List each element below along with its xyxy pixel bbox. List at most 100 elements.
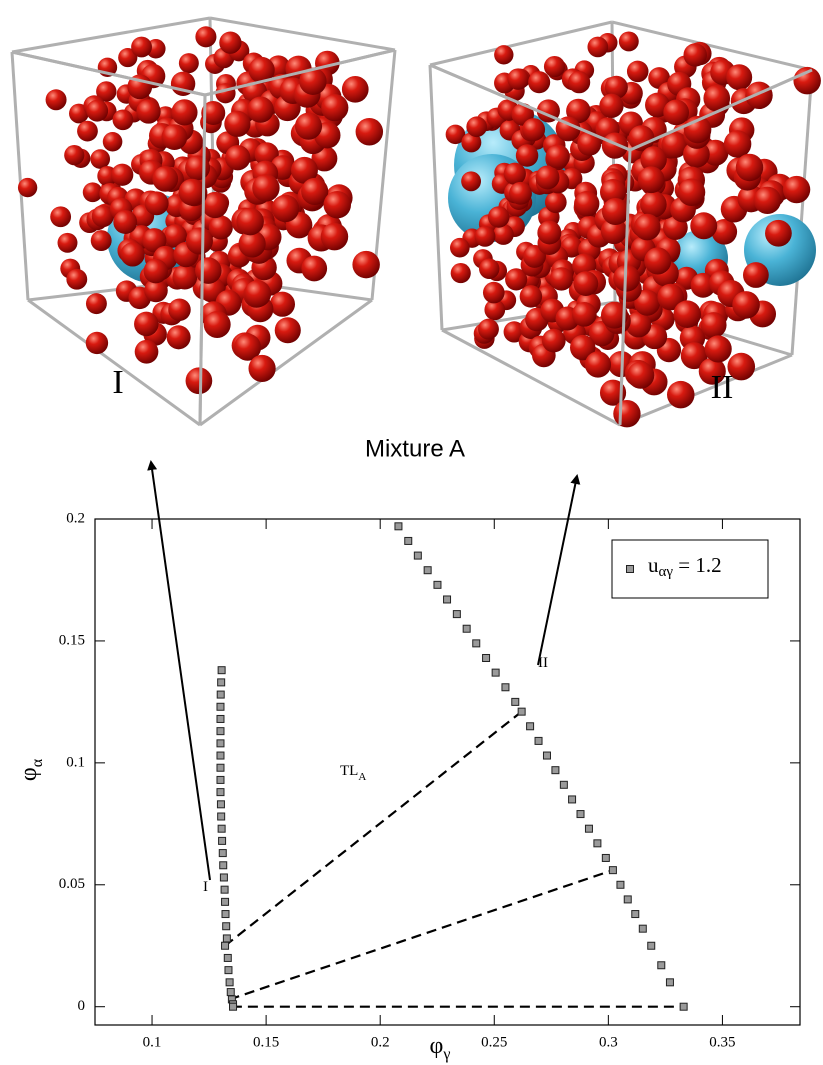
tie-line xyxy=(229,869,614,1001)
small-sphere xyxy=(577,131,602,156)
cube-edge xyxy=(441,328,621,427)
y-axis-label-main: φ xyxy=(16,767,42,781)
small-sphere xyxy=(640,191,667,218)
legend-box xyxy=(611,539,769,599)
small-sphere xyxy=(535,165,560,190)
small-sphere xyxy=(142,228,167,253)
marker xyxy=(225,978,234,987)
small-sphere xyxy=(234,333,262,361)
x-tick-label: 0.35 xyxy=(709,1034,735,1050)
small-sphere xyxy=(352,250,380,279)
small-sphere xyxy=(599,178,627,206)
marker xyxy=(216,739,225,748)
cube-edge xyxy=(11,50,206,97)
small-sphere xyxy=(735,153,764,182)
marker xyxy=(221,897,230,906)
small-sphere xyxy=(667,380,695,409)
small-sphere xyxy=(143,258,168,284)
small-sphere xyxy=(166,325,191,350)
marker xyxy=(218,849,227,858)
small-sphere xyxy=(492,224,514,245)
small-sphere xyxy=(144,278,168,303)
small-sphere xyxy=(201,100,226,125)
small-sphere xyxy=(252,174,280,202)
small-sphere xyxy=(574,191,600,217)
small-sphere xyxy=(487,206,510,228)
marker xyxy=(657,961,666,970)
small-sphere xyxy=(625,311,652,338)
cube-edge xyxy=(429,20,613,67)
small-sphere xyxy=(680,342,708,370)
small-sphere xyxy=(178,178,206,206)
small-sphere xyxy=(700,312,727,339)
cube-edge xyxy=(629,68,813,152)
small-sphere xyxy=(537,220,562,245)
legend-name-sub: αγ xyxy=(659,564,674,580)
cube-edge xyxy=(11,16,211,54)
marker xyxy=(222,934,231,943)
y-axis-label: φα xyxy=(16,758,46,781)
marker xyxy=(223,953,232,962)
marker xyxy=(221,941,230,950)
small-sphere xyxy=(161,124,188,150)
small-sphere xyxy=(461,132,482,153)
marker xyxy=(217,666,226,675)
marker xyxy=(452,610,461,619)
small-sphere xyxy=(91,205,114,228)
small-sphere xyxy=(566,98,591,124)
marker xyxy=(216,751,225,760)
marker xyxy=(218,836,227,845)
marker xyxy=(216,788,225,797)
marker xyxy=(638,924,647,933)
small-sphere xyxy=(541,328,566,353)
marker xyxy=(221,910,230,919)
small-sphere xyxy=(185,367,213,395)
small-sphere xyxy=(77,120,98,142)
y-tick-label: 0.2 xyxy=(66,510,85,526)
cube-edge xyxy=(429,63,631,152)
marker xyxy=(501,683,510,692)
marker xyxy=(216,690,225,699)
marker xyxy=(679,1002,688,1011)
legend-name-suffix: = 1.2 xyxy=(673,553,722,577)
x-tick-label: 0.15 xyxy=(253,1034,279,1050)
y-tick-label: 0.1 xyxy=(66,754,85,770)
small-sphere xyxy=(613,400,641,428)
x-tick-label: 0.25 xyxy=(481,1034,507,1050)
arrow xyxy=(147,460,211,881)
rendering-label: II xyxy=(711,369,734,406)
marker xyxy=(404,536,413,545)
annotation: II xyxy=(538,655,548,671)
marker xyxy=(229,1002,238,1011)
small-sphere xyxy=(657,283,684,311)
annotation-text: TL xyxy=(340,763,358,779)
small-sphere xyxy=(172,264,198,290)
small-sphere xyxy=(294,112,323,140)
small-sphere xyxy=(661,131,688,159)
small-sphere xyxy=(85,293,107,315)
marker xyxy=(462,624,471,633)
marker xyxy=(491,668,500,677)
small-sphere xyxy=(484,299,506,321)
small-sphere xyxy=(244,280,272,308)
annotation: I xyxy=(203,879,208,895)
small-sphere xyxy=(113,210,138,234)
small-sphere xyxy=(765,219,792,247)
marker xyxy=(534,736,543,745)
small-sphere xyxy=(549,267,574,291)
small-sphere xyxy=(626,60,649,83)
marker xyxy=(216,702,225,711)
small-sphere xyxy=(195,257,222,284)
small-sphere xyxy=(543,55,566,78)
small-sphere xyxy=(584,351,612,378)
small-sphere xyxy=(507,68,529,90)
small-sphere xyxy=(618,31,639,52)
small-sphere xyxy=(663,99,690,126)
small-sphere xyxy=(50,206,72,228)
small-sphere xyxy=(782,175,811,204)
marker xyxy=(623,895,632,904)
small-sphere xyxy=(248,56,275,84)
annotation-text: II xyxy=(538,655,548,671)
small-sphere xyxy=(519,285,543,308)
small-sphere xyxy=(568,71,591,94)
